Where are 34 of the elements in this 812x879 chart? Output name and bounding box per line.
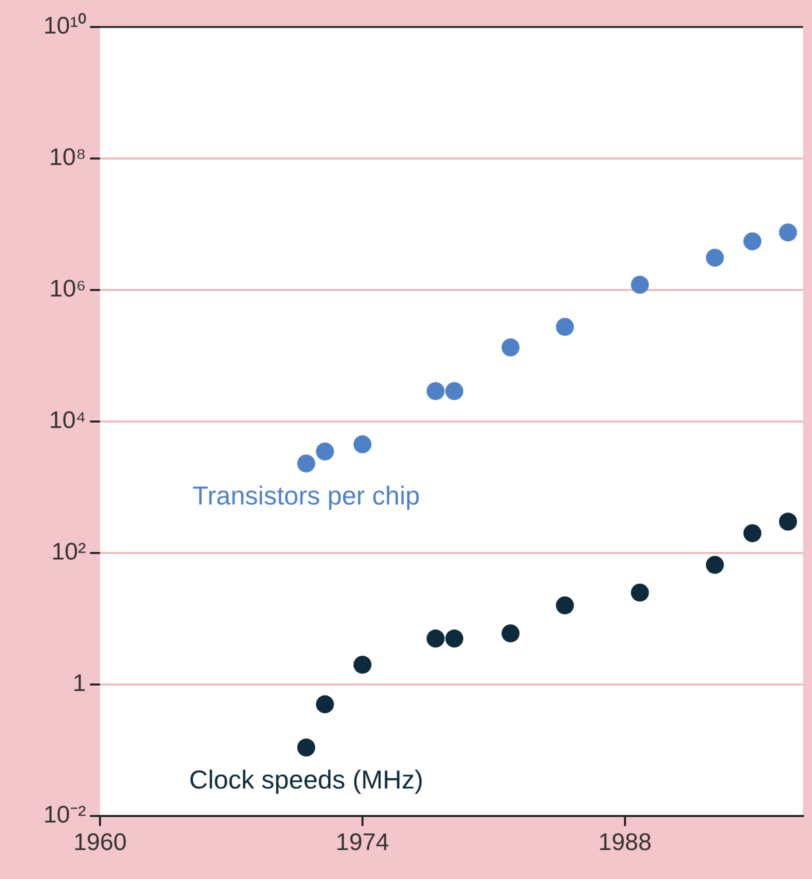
x-tick-label: 1974	[336, 829, 390, 856]
y-tick-label: 10⁶	[49, 276, 86, 303]
point	[297, 454, 316, 472]
point	[445, 630, 464, 648]
y-tick-label: 10¹⁰	[43, 12, 86, 40]
y-tick-label: 10⁴	[48, 407, 86, 434]
x-tick-label: 1988	[598, 829, 652, 856]
point	[445, 382, 464, 400]
point	[297, 738, 316, 757]
y-tick-label: 10⁸	[49, 144, 86, 172]
point	[630, 276, 649, 294]
point	[502, 624, 520, 642]
point	[316, 442, 334, 460]
x-tick-label: 1960	[73, 829, 127, 856]
point	[743, 524, 762, 542]
point	[743, 232, 762, 250]
series-label: Clock speeds (MHz)	[189, 764, 424, 795]
point	[706, 556, 724, 574]
y-tick-label: 10²	[51, 538, 86, 566]
point	[502, 338, 520, 356]
series-label: Transistors per chip	[192, 480, 420, 511]
point	[426, 382, 445, 400]
point	[353, 435, 372, 454]
point	[556, 596, 574, 614]
point	[353, 656, 372, 674]
point	[779, 512, 798, 531]
point	[316, 695, 334, 714]
point	[630, 584, 649, 602]
y-tick-label: 10⁻²	[43, 802, 86, 829]
point	[556, 318, 574, 336]
y-tick-label: 1	[72, 670, 86, 698]
point	[779, 223, 798, 242]
point	[426, 630, 445, 648]
point	[706, 248, 724, 267]
